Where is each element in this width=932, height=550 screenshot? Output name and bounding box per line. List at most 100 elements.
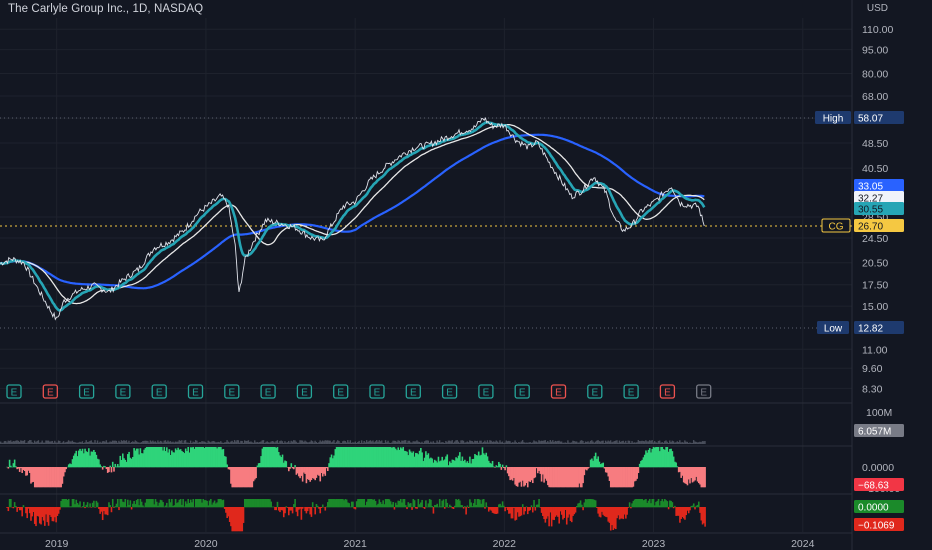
earnings-red-icon[interactable]: E [659, 384, 676, 399]
osc1-bar [130, 458, 133, 468]
volume-bar [132, 441, 134, 444]
osc2-bar [30, 507, 32, 521]
osc1-bar [655, 447, 657, 468]
osc2-bar [569, 507, 572, 521]
earnings-green-icon[interactable]: E [369, 384, 385, 399]
earnings-green-icon[interactable]: E [260, 384, 276, 399]
osc2-bar [554, 507, 557, 517]
price-tick-label: 20.50 [862, 258, 888, 270]
volume-bar [606, 441, 608, 444]
osc1-bar [250, 467, 252, 488]
earnings-green-icon[interactable]: E [405, 384, 421, 399]
osc2-bar [406, 507, 408, 510]
earnings-green-icon[interactable]: E [478, 384, 494, 399]
volume-bar [638, 441, 641, 444]
volume-bar [506, 441, 509, 444]
osc2-bar [160, 500, 163, 508]
volume-bar [384, 440, 387, 444]
osc1-bar [412, 451, 415, 468]
osc1-bar [609, 467, 612, 488]
osc1-bar [505, 465, 508, 468]
osc2-bar [46, 507, 49, 523]
osc2-bar [172, 506, 174, 508]
osc1-bar [618, 467, 621, 488]
osc2-bar [108, 502, 110, 508]
volume-last-badge-bg [854, 424, 904, 437]
osc1-bar [243, 467, 246, 488]
osc1-bar [109, 465, 112, 468]
earnings-upcoming-icon[interactable]: E [696, 384, 712, 399]
volume-bar [569, 442, 572, 444]
osc2-bar [340, 499, 343, 508]
osc2-bar [612, 507, 615, 531]
osc2-bar [523, 507, 525, 515]
volume-bar [407, 440, 409, 444]
osc1-bar [627, 467, 630, 488]
earnings-green-icon[interactable]: E [151, 384, 167, 399]
osc2-bar [384, 499, 387, 508]
osc1-bar [548, 467, 550, 488]
osc2-bar [17, 507, 20, 509]
volume-bar [215, 442, 217, 444]
sma-mid-badge-bg [854, 191, 904, 204]
volume-bar [648, 440, 651, 444]
earnings-marker-box [405, 384, 421, 399]
earnings-red-icon[interactable]: E [42, 384, 58, 399]
osc1-bar [88, 448, 90, 468]
osc1-bar [487, 460, 490, 468]
volume-bar [645, 440, 647, 444]
osc2-bar [128, 504, 130, 508]
volume-bar [559, 441, 562, 444]
earnings-green-icon[interactable]: E [587, 384, 603, 399]
earnings-red-icon[interactable]: E [550, 384, 567, 399]
osc1-bar [288, 467, 290, 472]
volume-bar [144, 440, 147, 444]
osc1-bar [305, 467, 308, 484]
osc1-bar [382, 447, 384, 468]
earnings-green-icon[interactable]: E [623, 384, 639, 399]
volume-bar [614, 440, 617, 444]
osc2-bar [364, 505, 367, 508]
volume-bar [46, 440, 48, 444]
volume-bar [158, 442, 160, 444]
osc1-bar [147, 447, 149, 468]
osc2-bar [168, 499, 171, 508]
osc1-bar [314, 467, 317, 481]
osc1-bar [108, 467, 110, 473]
earnings-green-icon[interactable]: E [333, 384, 349, 399]
earnings-green-icon[interactable]: E [441, 384, 458, 399]
volume-bar [57, 440, 60, 444]
osc2-bar [242, 507, 245, 523]
osc1-bar [220, 447, 222, 468]
earnings-green-icon[interactable]: E [224, 384, 240, 399]
earnings-green-icon[interactable]: E [78, 384, 95, 399]
volume-bar [67, 440, 70, 444]
earnings-green-icon[interactable]: E [6, 384, 22, 399]
osc1-bar [35, 467, 37, 488]
osc2-bar [254, 499, 256, 508]
osc2-bar [420, 502, 422, 508]
earnings-green-icon[interactable]: E [296, 384, 313, 399]
osc2-bar [252, 499, 255, 508]
osc2-bar [207, 505, 210, 508]
osc1-bar [221, 449, 223, 468]
volume-bar [403, 440, 406, 444]
volume-bar [164, 440, 167, 444]
osc1-bar [427, 453, 430, 468]
earnings-green-icon[interactable]: E [187, 384, 204, 399]
osc2-bar [157, 505, 159, 508]
volume-bar [121, 441, 124, 444]
volume-bar [520, 441, 523, 444]
volume-bar [254, 440, 256, 444]
osc1-bar [518, 467, 520, 483]
osc2-bar [550, 507, 553, 527]
osc2-bar [677, 507, 680, 516]
earnings-green-icon[interactable]: E [115, 384, 131, 399]
earnings-green-icon[interactable]: E [514, 384, 530, 399]
osc2-bar [267, 499, 270, 508]
osc1-bar [504, 467, 506, 471]
osc2-bar [565, 507, 568, 525]
osc2-bar [262, 499, 265, 508]
